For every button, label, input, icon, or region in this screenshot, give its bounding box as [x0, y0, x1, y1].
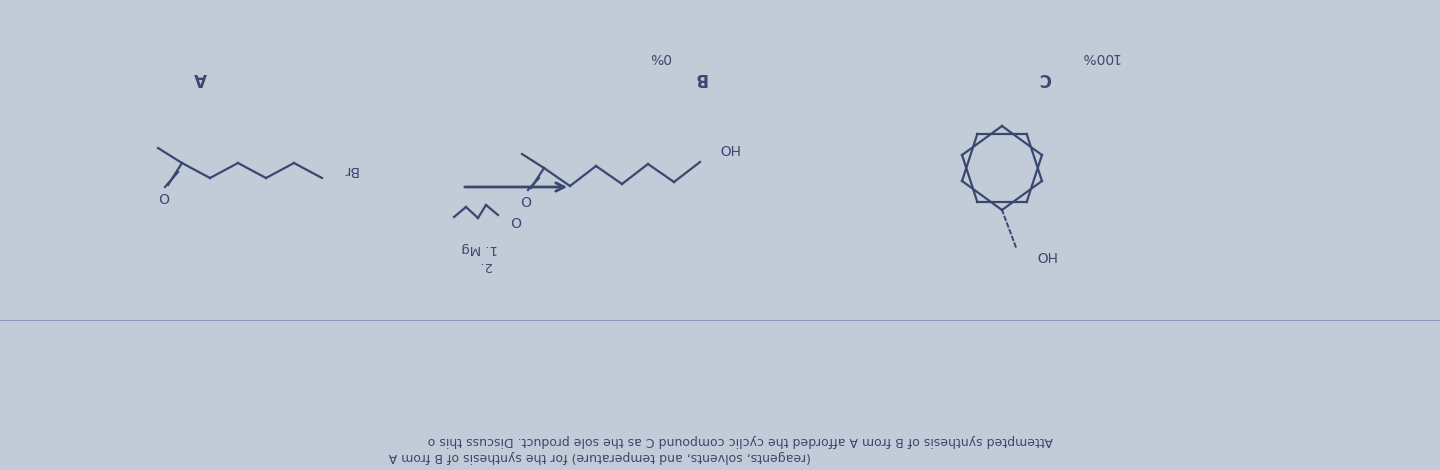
- Text: B: B: [694, 69, 706, 87]
- Text: O: O: [521, 192, 531, 206]
- Text: HO: HO: [717, 141, 739, 155]
- Text: (reagents, solvents, and temperature) for the synthesis of B from A: (reagents, solvents, and temperature) fo…: [389, 451, 811, 463]
- Text: 100%: 100%: [1080, 50, 1120, 64]
- Text: O: O: [511, 213, 521, 227]
- Text: O: O: [158, 189, 170, 203]
- Text: C: C: [1038, 69, 1051, 87]
- Text: 0%: 0%: [649, 50, 671, 64]
- Text: 2.: 2.: [478, 258, 491, 272]
- Text: HO: HO: [1034, 248, 1056, 262]
- Text: Attempted synthesis of B from A afforded the cyclic compound C as the sole produ: Attempted synthesis of B from A afforded…: [428, 433, 1053, 446]
- Text: A: A: [193, 69, 206, 87]
- Text: Br: Br: [343, 163, 357, 177]
- Text: 1. Mg: 1. Mg: [462, 242, 498, 254]
